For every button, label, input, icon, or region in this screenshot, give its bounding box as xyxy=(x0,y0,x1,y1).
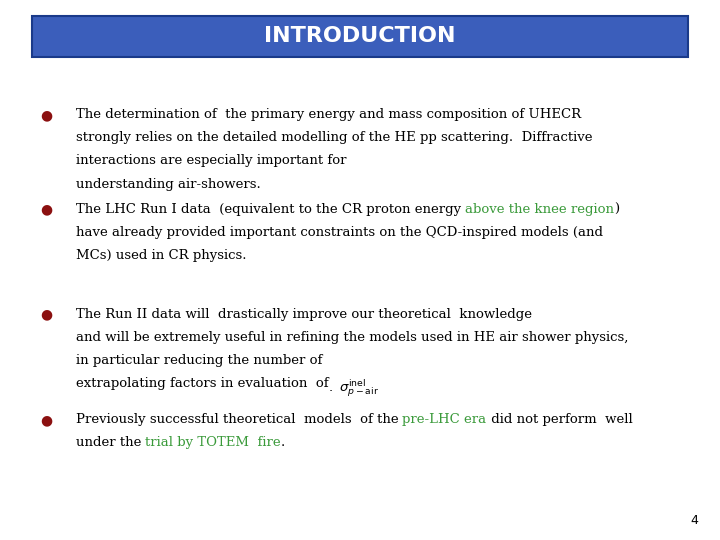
Text: under the: under the xyxy=(76,436,145,449)
Text: above the knee region: above the knee region xyxy=(465,202,614,215)
Text: ●: ● xyxy=(41,108,53,122)
Text: INTRODUCTION: INTRODUCTION xyxy=(264,26,456,46)
Text: in particular reducing the number of: in particular reducing the number of xyxy=(76,354,322,367)
Text: have already provided important constraints on the QCD-inspired models (and: have already provided important constrai… xyxy=(76,226,603,239)
Text: The determination of  the primary energy and mass composition of UHECR: The determination of the primary energy … xyxy=(76,108,581,121)
Text: ●: ● xyxy=(41,308,53,322)
Text: strongly relies on the detailed modelling of the HE pp scattering.  Diffractive: strongly relies on the detailed modellin… xyxy=(76,131,592,144)
Text: The LHC Run I data  (equivalent to the CR proton energy: The LHC Run I data (equivalent to the CR… xyxy=(76,202,465,215)
Text: ): ) xyxy=(614,202,619,215)
Text: extrapolating factors in evaluation  of: extrapolating factors in evaluation of xyxy=(76,377,328,390)
Text: ●: ● xyxy=(41,413,53,427)
Text: trial by TOTEM  fire: trial by TOTEM fire xyxy=(145,436,281,449)
Text: interactions are especially important for: interactions are especially important fo… xyxy=(76,154,346,167)
Text: understanding air-showers.: understanding air-showers. xyxy=(76,178,261,191)
Text: .: . xyxy=(281,436,285,449)
FancyBboxPatch shape xyxy=(32,16,688,57)
Text: Previously successful theoretical  models  of the: Previously successful theoretical models… xyxy=(76,413,402,426)
Text: $. \ \sigma^{\rm inel}_{p-\rm air}$: $. \ \sigma^{\rm inel}_{p-\rm air}$ xyxy=(328,377,379,399)
Text: pre-LHC era: pre-LHC era xyxy=(402,413,487,426)
Text: did not perform  well: did not perform well xyxy=(487,413,632,426)
Text: ●: ● xyxy=(41,202,53,217)
Text: and will be extremely useful in refining the models used in HE air shower physic: and will be extremely useful in refining… xyxy=(76,331,628,344)
Text: 4: 4 xyxy=(690,514,698,526)
Text: The Run II data will  drastically improve our theoretical  knowledge: The Run II data will drastically improve… xyxy=(76,308,531,321)
Text: MCs) used in CR physics.: MCs) used in CR physics. xyxy=(76,249,246,262)
